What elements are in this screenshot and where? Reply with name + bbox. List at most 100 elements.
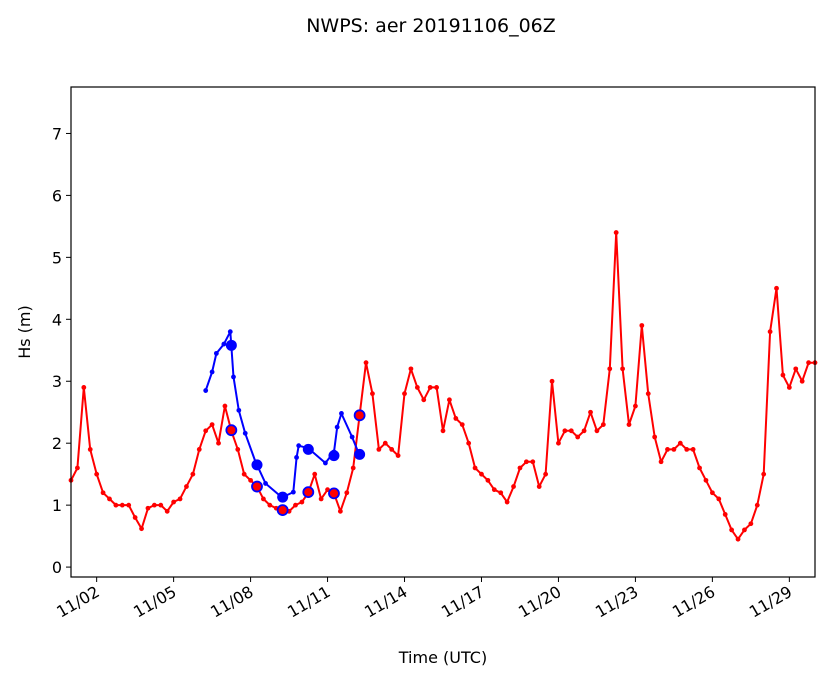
observed-data-point bbox=[780, 372, 786, 378]
observed-data-point bbox=[158, 502, 164, 508]
model-data-point bbox=[236, 407, 242, 413]
x-tick-label: 11/17 bbox=[438, 582, 487, 622]
model-data-point bbox=[242, 430, 248, 436]
model-data-point bbox=[296, 443, 302, 449]
x-tick-label: 11/08 bbox=[207, 582, 256, 622]
observed-data-point bbox=[395, 453, 401, 458]
matched-observation-marker bbox=[328, 487, 340, 500]
observed-data-point bbox=[523, 459, 529, 465]
model-daily-marker bbox=[251, 459, 263, 471]
model-series-line bbox=[204, 330, 361, 499]
x-tick-label: 11/02 bbox=[53, 582, 102, 622]
matched-observation-marker bbox=[353, 409, 366, 422]
model-daily-marker bbox=[225, 339, 237, 351]
observed-data-point bbox=[421, 397, 427, 403]
observed-data-point bbox=[774, 285, 779, 291]
model-data-point bbox=[227, 329, 233, 335]
observed-data-point bbox=[703, 477, 709, 483]
observed-data-point bbox=[472, 465, 478, 471]
observed-data-point bbox=[132, 515, 138, 520]
observed-data-point bbox=[799, 378, 805, 384]
observed-data-point bbox=[793, 366, 799, 372]
observed-data-point bbox=[729, 527, 735, 533]
observed-data-point bbox=[562, 428, 568, 434]
y-tick-label: 3 bbox=[52, 372, 62, 391]
observed-data-point bbox=[177, 496, 183, 502]
observed-data-point bbox=[613, 230, 619, 235]
y-tick-label: 0 bbox=[52, 558, 62, 577]
observed-data-point bbox=[600, 422, 606, 428]
observed-data-point bbox=[530, 459, 536, 465]
observed-data-point bbox=[241, 471, 247, 477]
observed-data-point bbox=[184, 484, 189, 489]
observed-data-point bbox=[543, 471, 549, 477]
observed-data-point bbox=[447, 397, 452, 403]
model-daily-marker bbox=[277, 491, 289, 503]
model-data-point bbox=[263, 481, 268, 486]
observed-data-point bbox=[87, 446, 93, 452]
observed-data-point bbox=[517, 465, 523, 471]
observed-data-point bbox=[235, 446, 241, 452]
model-data-point bbox=[349, 434, 355, 440]
y-axis-label: Hs (m) bbox=[15, 305, 34, 359]
observed-data-point bbox=[94, 471, 100, 477]
observed-data-point bbox=[684, 446, 690, 452]
observed-data-point bbox=[453, 416, 459, 421]
observed-data-point bbox=[389, 446, 395, 452]
observed-data-point bbox=[312, 471, 318, 477]
observed-data-point bbox=[119, 502, 125, 508]
observed-data-point bbox=[402, 391, 407, 397]
observed-data-point bbox=[107, 496, 112, 502]
model-daily-marker bbox=[328, 450, 340, 462]
observed-data-point bbox=[761, 471, 767, 477]
observed-data-point bbox=[677, 440, 683, 446]
observed-data-point bbox=[261, 496, 266, 502]
observed-data-point bbox=[151, 502, 157, 508]
observed-data-point bbox=[222, 403, 228, 409]
observed-data-point bbox=[459, 422, 465, 428]
observed-data-point bbox=[594, 428, 600, 434]
observed-data-point bbox=[75, 465, 80, 471]
plot-frame bbox=[70, 86, 816, 578]
model-data-point bbox=[209, 369, 215, 375]
observed-data-point bbox=[344, 490, 350, 496]
observed-data-point bbox=[716, 496, 722, 502]
observed-data-point bbox=[190, 471, 196, 477]
observed-data-point bbox=[485, 477, 491, 483]
observed-data-point bbox=[511, 484, 516, 489]
y-tick-label: 1 bbox=[52, 496, 62, 515]
observed-data-point bbox=[690, 446, 696, 452]
matched-observation-marker bbox=[276, 504, 289, 516]
observed-data-point bbox=[491, 487, 497, 493]
observed-data-point bbox=[498, 490, 504, 496]
observed-data-point bbox=[549, 378, 555, 384]
y-axis: 0 1 2 3 4 5 6 7 bbox=[52, 124, 71, 577]
observed-data-point bbox=[299, 499, 305, 505]
observed-data-point bbox=[370, 391, 375, 397]
model-data-point bbox=[213, 350, 219, 356]
model-data-point bbox=[294, 455, 299, 460]
observed-data-point bbox=[786, 385, 792, 390]
x-axis-label: Time (UTC) bbox=[398, 648, 487, 667]
observed-data-point bbox=[479, 471, 484, 477]
observed-data-point bbox=[113, 502, 119, 508]
observed-data-point bbox=[536, 484, 542, 489]
observed-data-point bbox=[81, 385, 87, 390]
observed-data-point bbox=[665, 446, 670, 452]
observed-data-point bbox=[556, 440, 561, 446]
observed-data-point bbox=[216, 440, 221, 446]
observed-data-point bbox=[337, 508, 343, 514]
observed-data-point bbox=[767, 329, 773, 335]
observed-data-point bbox=[748, 521, 754, 527]
observed-data-point bbox=[626, 422, 632, 428]
y-tick-label: 5 bbox=[52, 248, 62, 267]
x-tick-label: 11/23 bbox=[592, 582, 641, 622]
x-tick-label: 11/05 bbox=[130, 582, 179, 622]
chart-title: NWPS: aer 20191106_06Z bbox=[306, 15, 556, 37]
x-tick-label: 11/11 bbox=[284, 582, 333, 622]
observed-data-point bbox=[639, 323, 645, 328]
y-tick-label: 2 bbox=[52, 434, 62, 453]
model-data-point bbox=[290, 489, 296, 495]
observed-data-point bbox=[581, 428, 587, 434]
